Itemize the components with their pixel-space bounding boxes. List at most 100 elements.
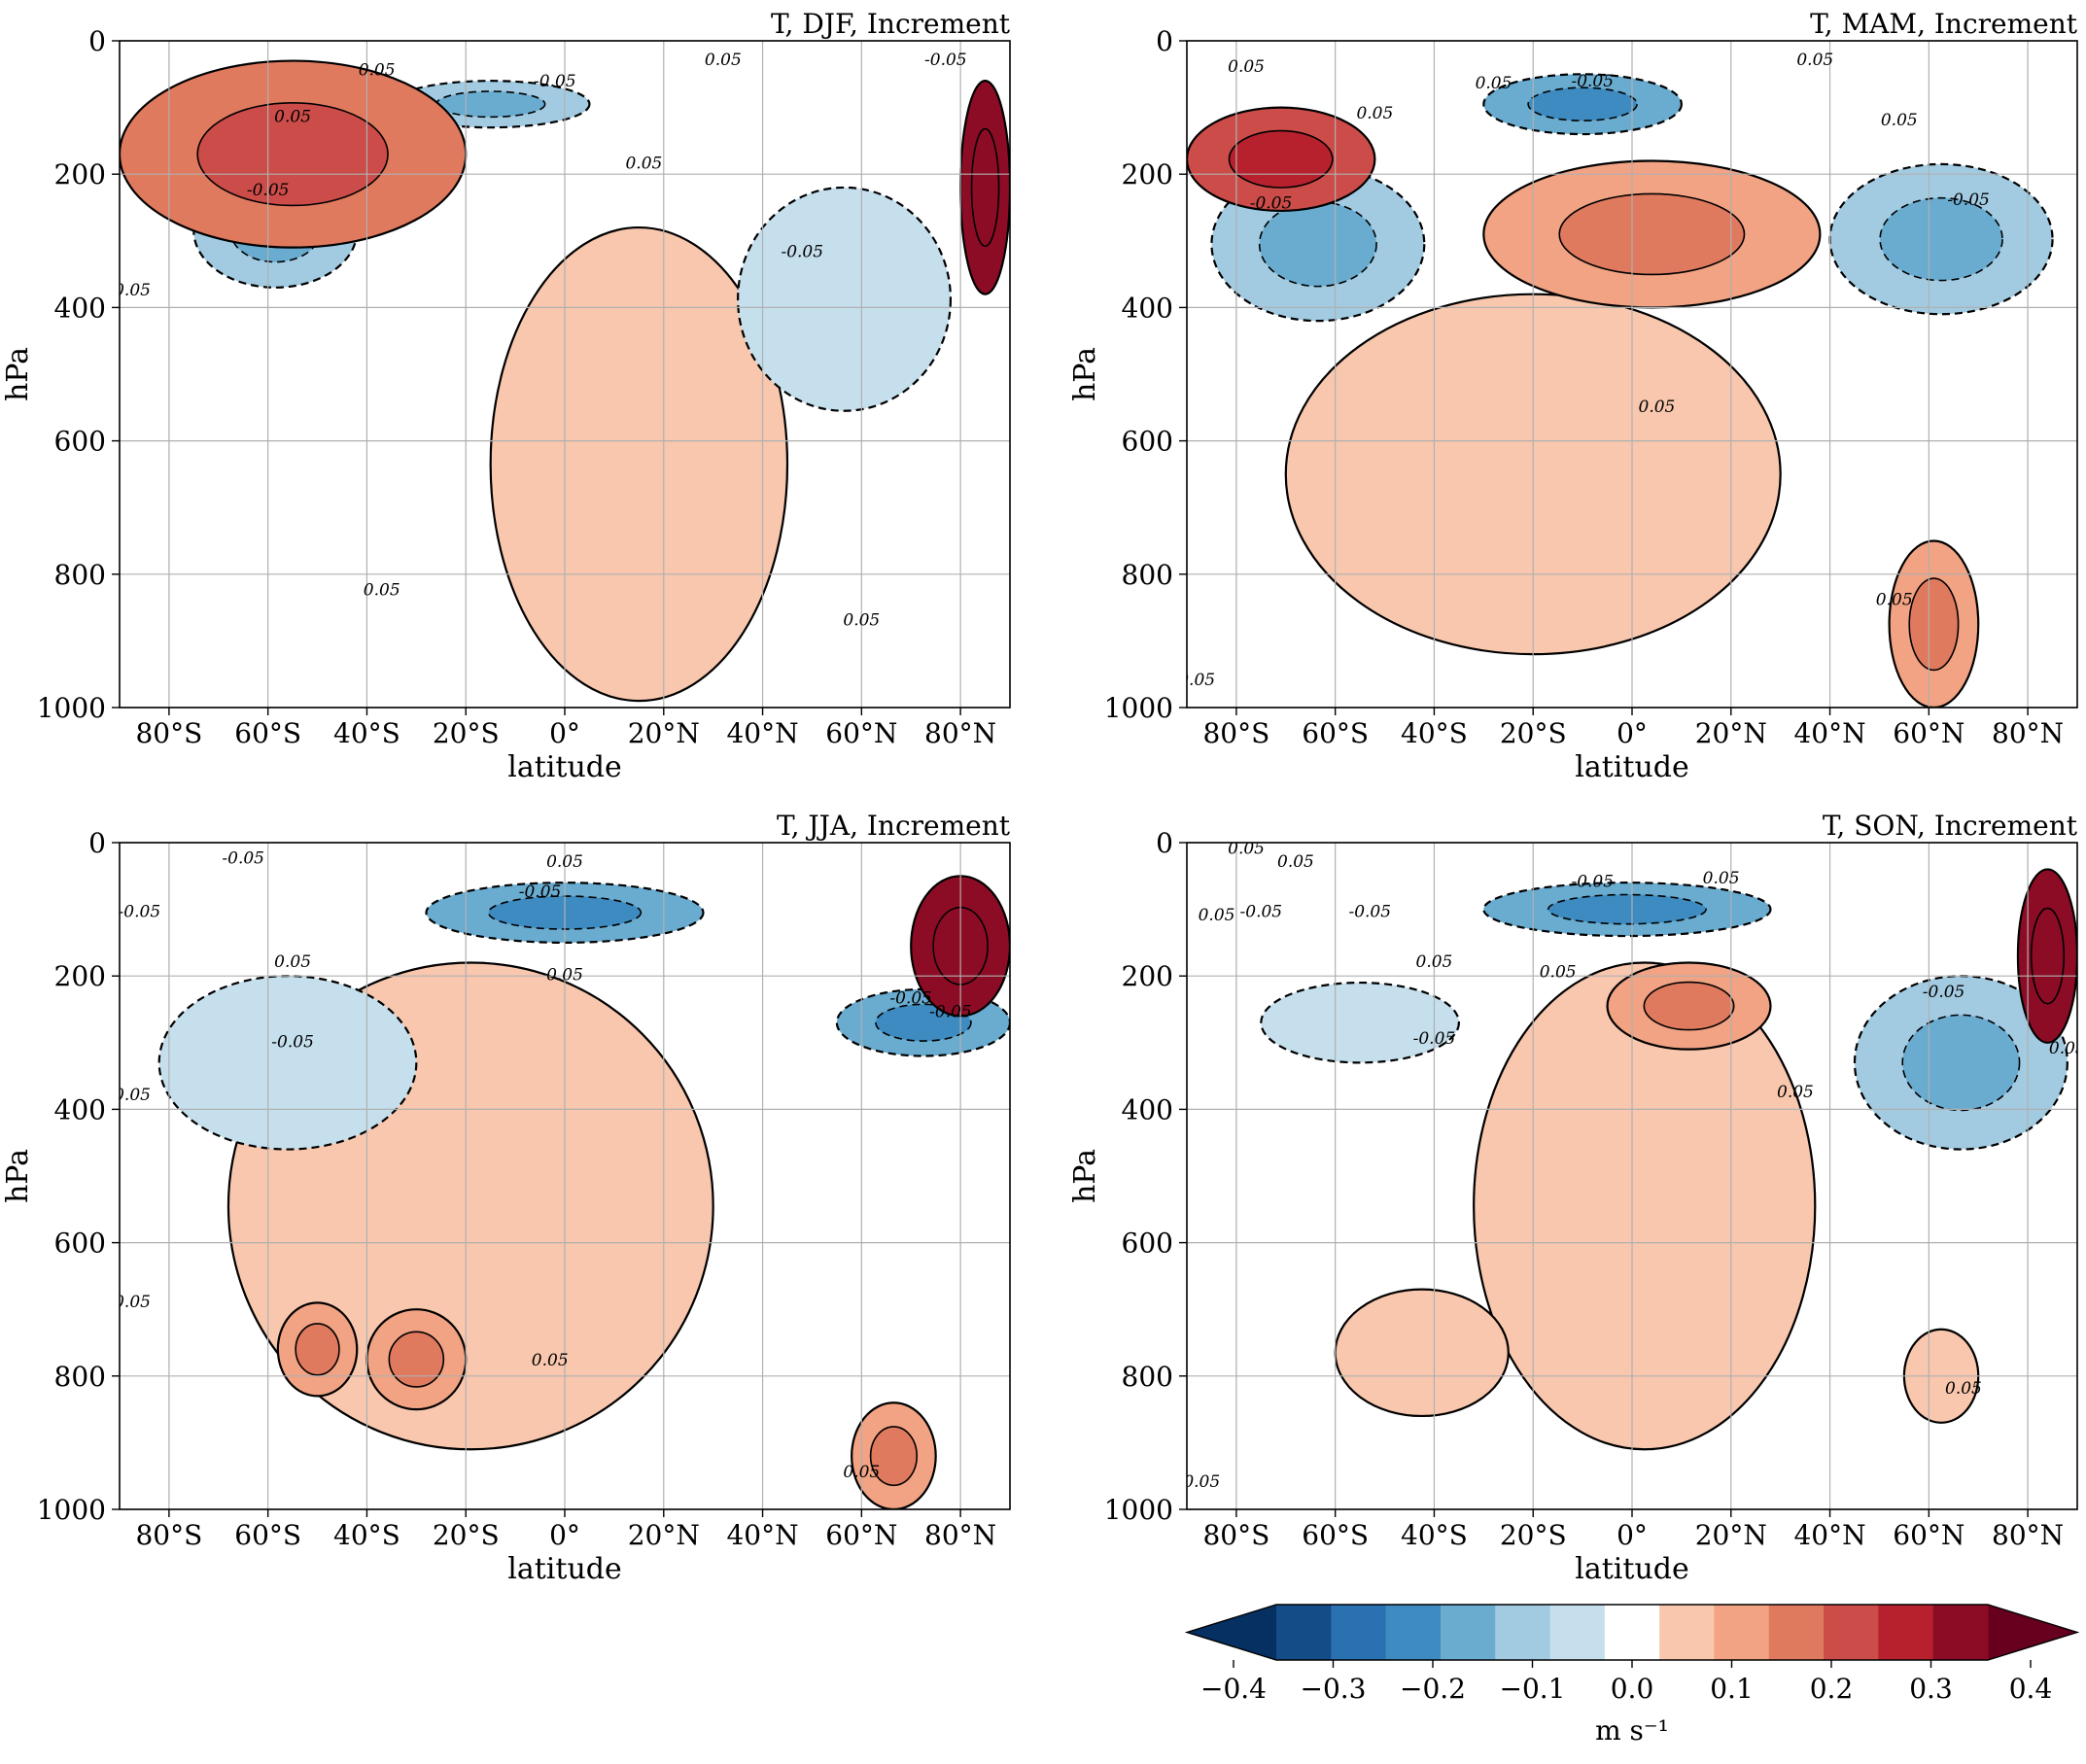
contour-label-0: 0.05 [359, 60, 396, 80]
contour-labels: 0.05 0.05 -0.05 -0.05 0.05 0.05 -0.05 -0.05 -0.0… [108, 51, 967, 630]
x-tick-label-2: 40°S [1401, 1519, 1468, 1551]
contour-core-3 [1258, 201, 1377, 288]
y-tick-label-2: 400 [54, 292, 106, 324]
y-tick-label-0: 0 [88, 25, 106, 57]
contour-label-6: -0.05 [247, 181, 290, 200]
contour-label-5: 0.05 [625, 154, 662, 173]
contour-label-8: 0.05 [1639, 398, 1676, 417]
contour-label-2: -0.05 [1571, 873, 1614, 892]
colorbar-label: m s⁻¹ [1595, 1714, 1669, 1747]
contour-core-5 [1901, 1014, 2021, 1112]
contour-core-4 [970, 127, 1000, 248]
contour-label-9: -0.05 [108, 1086, 151, 1105]
contour-core-2 [1527, 86, 1638, 121]
x-tick-label-2: 40°S [333, 1519, 400, 1551]
contour-label-2: 0.05 [1476, 74, 1512, 93]
panel-title: T, JJA, Increment [777, 810, 1011, 842]
contour-label-7: -0.05 [781, 243, 823, 262]
contour-label-0: -0.05 [222, 849, 264, 869]
y-tick-label-2: 400 [1122, 292, 1173, 324]
panel-3: 0.050.05-0.05 0.05-0.050.05 -0.050.050.05-… [1068, 810, 2086, 1586]
contour-core-6 [2030, 907, 2066, 1005]
x-tick-label-1: 60°S [234, 1519, 301, 1551]
y-tick-label-3: 600 [1122, 1228, 1173, 1260]
colorbar-segment-12 [1932, 1605, 1989, 1660]
x-tick-label-7: 60°N [1893, 1519, 1964, 1551]
x-axis-label: latitude [1575, 1552, 1688, 1586]
contour-label-0: 0.05 [1228, 57, 1265, 77]
contour-core-1 [435, 90, 546, 119]
y-tick-label-1: 200 [54, 960, 106, 992]
y-axis-label: hPa [1, 1149, 35, 1203]
contour-label-13: 0.05 [1945, 1379, 1982, 1399]
contour-label-1: 0.05 [1796, 51, 1833, 70]
colorbar-tick-label-8: 0.4 [2009, 1673, 2053, 1705]
x-axis-label: latitude [507, 750, 621, 784]
contour-label-1: 0.05 [705, 51, 742, 70]
colorbar-segment-4 [1495, 1605, 1551, 1660]
panel-title: T, MAM, Increment [1810, 8, 2078, 40]
contour-region-2 [1334, 1288, 1510, 1418]
colorbar-segment-9 [1768, 1605, 1825, 1660]
colorbar-segment-0 [1276, 1605, 1332, 1660]
x-tick-label-2: 40°S [333, 717, 400, 749]
x-tick-label-7: 60°N [825, 1519, 897, 1551]
contour-label-8: -0.05 [108, 281, 151, 300]
colorbar-segment-11 [1878, 1605, 1934, 1660]
x-tick-label-4: 0° [549, 1519, 580, 1551]
contour-label-5: 0.05 [1199, 906, 1235, 925]
contour-label-12: 0.05 [843, 1463, 880, 1482]
colorbar: −0.4 −0.3 −0.2 −0.1 0.0 0.1 0.2 0.3 0.4 m s⁻¹ [1184, 1604, 2080, 1747]
x-tick-label-1: 60°S [1302, 717, 1369, 749]
contour-label-5: 0.05 [1881, 111, 1918, 130]
y-tick-label-5: 1000 [37, 1494, 106, 1526]
contour-core-2 [388, 1331, 445, 1388]
x-tick-label-0: 80°S [1202, 1519, 1269, 1551]
y-tick-label-3: 600 [1122, 426, 1173, 458]
colorbar-segment-5 [1549, 1605, 1606, 1660]
contour-label-9: 0.05 [1876, 591, 1913, 610]
x-tick-label-8: 80°N [924, 1519, 996, 1551]
y-tick-label-4: 800 [54, 559, 106, 591]
contour-core-5 [1228, 129, 1334, 189]
panel-2: -0.05 0.05-0.05-0.050.050.05-0.05-0.05-0.… [1, 810, 1011, 1586]
contour-label-1: 0.05 [1277, 852, 1314, 872]
y-tick-label-2: 400 [54, 1093, 106, 1125]
x-tick-label-5: 20°N [1695, 1519, 1767, 1551]
colorbar-extend-max [1988, 1605, 2077, 1660]
panel-title: T, DJF, Increment [771, 8, 1011, 40]
contour-label-11: 0.05 [2049, 1039, 2086, 1058]
contour-label-3: 0.05 [1703, 869, 1740, 888]
x-tick-label-8: 80°N [924, 717, 996, 749]
colorbar-segment-10 [1824, 1605, 1879, 1660]
panel-0: 0.05 0.05 -0.05 -0.05 0.05 0.05 -0.05 -0.05 -0.0… [1, 8, 1011, 784]
contour-label-11: 0.05 [532, 1351, 569, 1370]
x-tick-label-3: 20°S [1500, 1519, 1567, 1551]
x-tick-label-4: 0° [1617, 1519, 1648, 1551]
contour-label-8: 0.05 [1540, 962, 1577, 982]
contour-core-1 [1643, 981, 1735, 1031]
contour-regions [157, 875, 1010, 1509]
y-tick-label-4: 800 [1122, 1361, 1173, 1393]
colorbar-outline [1184, 1604, 2080, 1661]
contour-core-1 [1558, 192, 1746, 276]
y-tick-label-0: 0 [88, 827, 106, 859]
contour-label-14: 0.05 [1183, 1472, 1220, 1492]
contour-label-7: 0.05 [1416, 952, 1453, 972]
colorbar-segment-3 [1440, 1605, 1496, 1660]
contour-label-9: 0.05 [364, 580, 400, 600]
x-tick-label-5: 20°N [628, 717, 700, 749]
x-tick-label-2: 40°S [1401, 717, 1468, 749]
colorbar-tick-label-1: −0.3 [1301, 1673, 1367, 1705]
x-axis-label: latitude [1575, 750, 1688, 784]
colorbar-segment-1 [1331, 1605, 1387, 1660]
contour-label-7: -0.05 [929, 1002, 972, 1021]
panel-title: T, SON, Increment [1823, 810, 2078, 842]
x-tick-label-3: 20°S [1500, 717, 1567, 749]
y-axis-label: hPa [1068, 1149, 1102, 1203]
x-tick-label-8: 80°N [1992, 717, 2064, 749]
colorbar-tick-label-0: −0.4 [1200, 1673, 1267, 1705]
contour-label-5: 0.05 [546, 966, 583, 986]
